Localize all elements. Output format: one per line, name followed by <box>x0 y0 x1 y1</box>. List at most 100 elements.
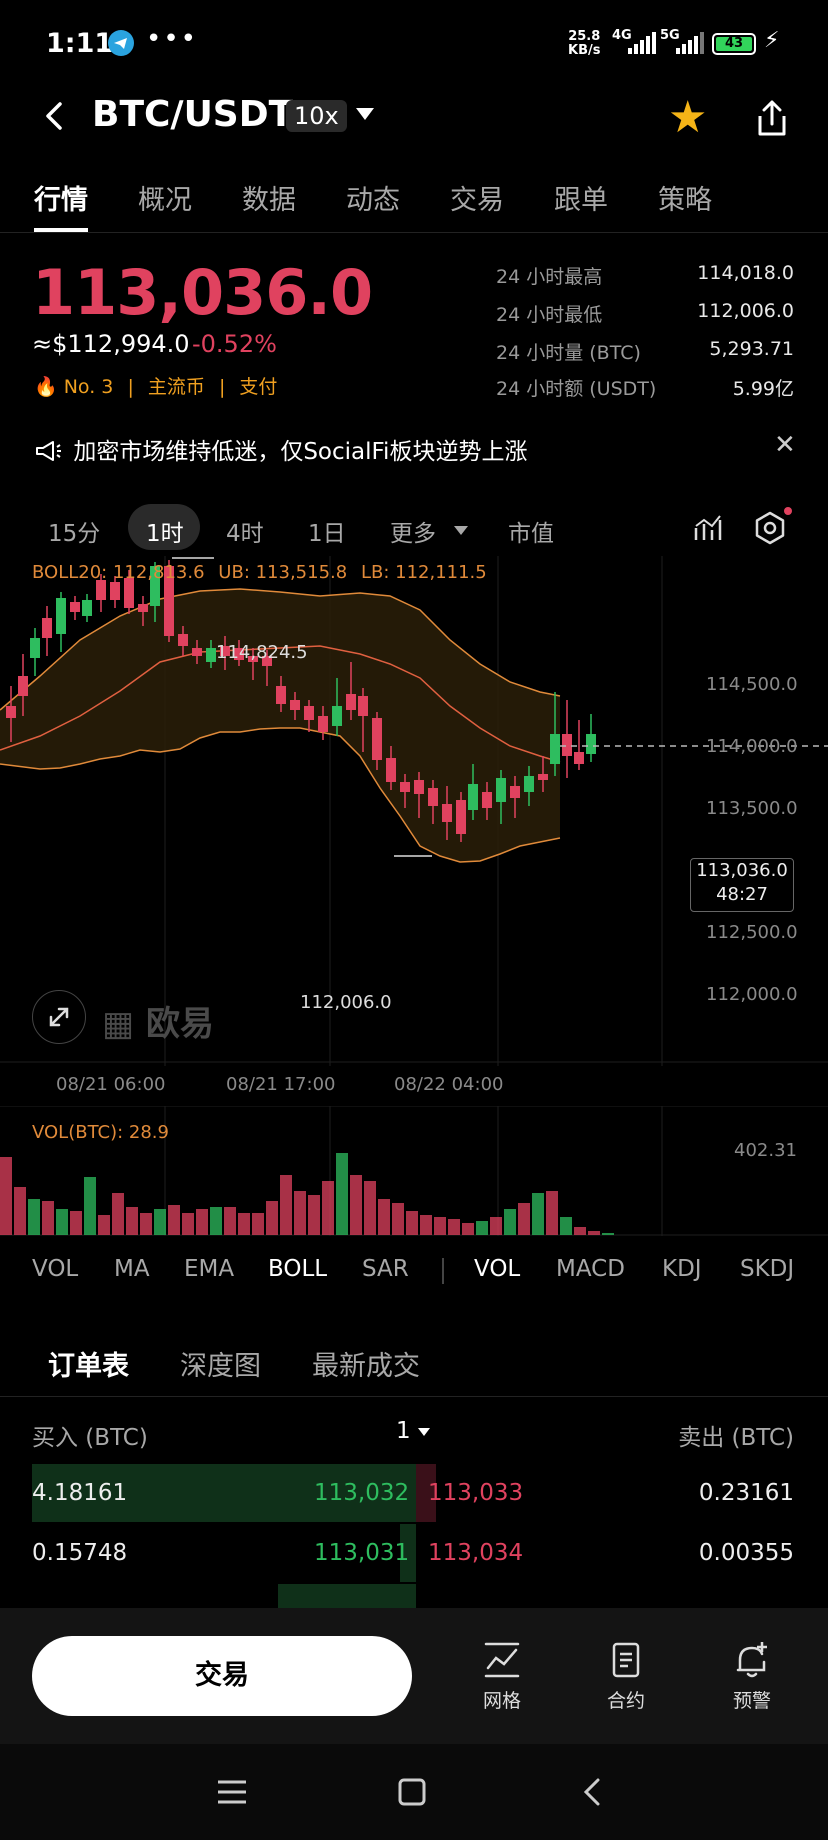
tab-data[interactable]: 数据 <box>242 185 296 216</box>
chart-type-icon[interactable] <box>692 512 724 544</box>
share-icon[interactable] <box>752 96 792 140</box>
more-dots-icon: ••• <box>146 24 199 54</box>
volume-bar <box>308 1195 320 1235</box>
volume-bar <box>392 1203 404 1235</box>
indicator-skdj[interactable]: SKDJ <box>740 1256 795 1282</box>
candle-body <box>276 686 286 704</box>
tab-market[interactable]: 行情 <box>34 185 88 216</box>
indicator-sub-vol[interactable]: VOL <box>474 1256 521 1282</box>
news-ticker[interactable]: 加密市场维持低迷，仅SocialFi板块逆势上涨 <box>34 432 527 466</box>
candle-body <box>524 776 534 792</box>
candle-body <box>400 782 410 792</box>
settings-icon[interactable] <box>752 510 788 546</box>
volume-bar <box>448 1219 460 1235</box>
grid-button[interactable]: 网格 <box>462 1640 542 1713</box>
star-icon[interactable]: ★ <box>668 92 708 143</box>
indicator-kdj[interactable]: KDJ <box>662 1256 702 1282</box>
leverage-badge[interactable]: 10x <box>286 100 347 132</box>
chevron-down-icon[interactable] <box>418 1428 430 1436</box>
tab-copytrade[interactable]: 跟单 <box>554 185 608 216</box>
low-marker-label: 112,006.0 <box>300 992 392 1013</box>
tab-orderbook[interactable]: 订单表 <box>48 1351 129 1382</box>
tag-payment[interactable]: 支付 <box>239 376 278 398</box>
volume-bar <box>56 1209 68 1235</box>
back-icon[interactable] <box>40 96 70 136</box>
volume-bar <box>574 1227 586 1235</box>
orderbook-row[interactable]: 4.18161 113,032 113,033 0.23161 <box>0 1464 828 1524</box>
tab-strategy[interactable]: 策略 <box>658 185 712 216</box>
candle-body <box>318 716 328 732</box>
candle-body <box>138 604 148 612</box>
back-nav-icon[interactable] <box>576 1776 608 1808</box>
candles-group <box>6 560 596 842</box>
divider: | <box>127 376 134 398</box>
candle-body <box>82 600 92 616</box>
news-text[interactable]: 加密市场维持低迷，仅SocialFi板块逆势上涨 <box>73 439 528 465</box>
okx-watermark-text: 欧易 <box>145 1004 214 1044</box>
menu-icon[interactable] <box>216 1776 248 1808</box>
volume-bar <box>182 1213 194 1235</box>
orderbook-row[interactable]: 0.15748 113,031 113,034 0.00355 <box>0 1524 828 1584</box>
home-icon[interactable] <box>396 1776 428 1808</box>
timeframe-marketcap[interactable]: 市值 <box>508 521 554 547</box>
volume-bar <box>224 1207 236 1235</box>
volume-bar <box>602 1233 614 1235</box>
main-tabs: 行情 概况 数据 动态 交易 跟单 策略 <box>0 172 828 233</box>
candle-body <box>30 638 40 658</box>
volume-bar <box>112 1193 124 1235</box>
close-icon[interactable]: ✕ <box>774 430 796 460</box>
candle-body <box>538 774 548 780</box>
volume-bar <box>84 1177 96 1235</box>
high-marker-label: 114,824.5 <box>216 642 308 663</box>
precision-select[interactable]: 1 <box>396 1418 411 1444</box>
timeframe-1d[interactable]: 1日 <box>308 521 346 547</box>
trade-button[interactable]: 交易 <box>32 1636 412 1716</box>
candle-countdown: 48:27 <box>716 884 768 905</box>
timeframe-4h[interactable]: 4时 <box>226 521 264 547</box>
tab-trades[interactable]: 最新成交 <box>312 1351 420 1382</box>
y-axis-label: 114,000.0 <box>706 736 798 757</box>
indicator-divider <box>442 1258 444 1284</box>
volume-bar <box>504 1209 516 1235</box>
volume-bar <box>560 1217 572 1235</box>
tab-trade[interactable]: 交易 <box>450 185 504 216</box>
stat-vol-value: 5,293.71 <box>709 338 794 360</box>
timeframe-1h[interactable]: 1时 <box>146 521 184 547</box>
rank-row: 🔥 No. 3 | 主流币 | 支付 <box>34 372 277 399</box>
indicator-sar[interactable]: SAR <box>362 1256 409 1282</box>
volume-bar <box>98 1215 110 1235</box>
system-nav-bar <box>0 1744 828 1840</box>
bid-depth-bar <box>32 1464 416 1522</box>
volume-bar <box>238 1213 250 1235</box>
candlestick-chart[interactable] <box>0 556 828 1066</box>
volume-bar <box>196 1209 208 1235</box>
tab-feed[interactable]: 动态 <box>346 185 400 216</box>
boll-mid: BOLL20: 112,813.6 <box>32 562 205 583</box>
alert-button[interactable]: 预警 <box>712 1640 792 1713</box>
candle-body <box>442 804 452 822</box>
okx-logo-icon: ▦ <box>102 1004 135 1044</box>
chevron-down-icon[interactable] <box>356 108 374 120</box>
candle-body <box>586 734 596 754</box>
pair-title[interactable]: BTC/USDT <box>92 94 294 135</box>
tab-depth[interactable]: 深度图 <box>180 1351 261 1382</box>
contract-button[interactable]: 合约 <box>586 1640 666 1713</box>
indicator-boll[interactable]: BOLL <box>268 1256 328 1282</box>
candle-body <box>70 602 80 612</box>
timeframe-more[interactable]: 更多 <box>390 521 436 547</box>
timeframe-15m[interactable]: 15分 <box>48 521 101 547</box>
price-change: -0.52% <box>192 330 277 358</box>
signal-5g-label: 5G <box>660 28 680 43</box>
expand-icon[interactable] <box>32 990 86 1044</box>
chevron-down-icon[interactable] <box>454 526 468 535</box>
grid-label: 网格 <box>482 1690 521 1712</box>
rank-label[interactable]: No. 3 <box>63 376 114 398</box>
tag-mainstream[interactable]: 主流币 <box>147 376 205 398</box>
tab-overview[interactable]: 概况 <box>138 185 192 216</box>
indicator-macd[interactable]: MACD <box>556 1256 625 1282</box>
battery-level: 43 <box>716 37 752 51</box>
candle-body <box>6 706 16 718</box>
indicator-ema[interactable]: EMA <box>184 1256 235 1282</box>
indicator-ma[interactable]: MA <box>114 1256 150 1282</box>
indicator-vol[interactable]: VOL <box>32 1256 79 1282</box>
